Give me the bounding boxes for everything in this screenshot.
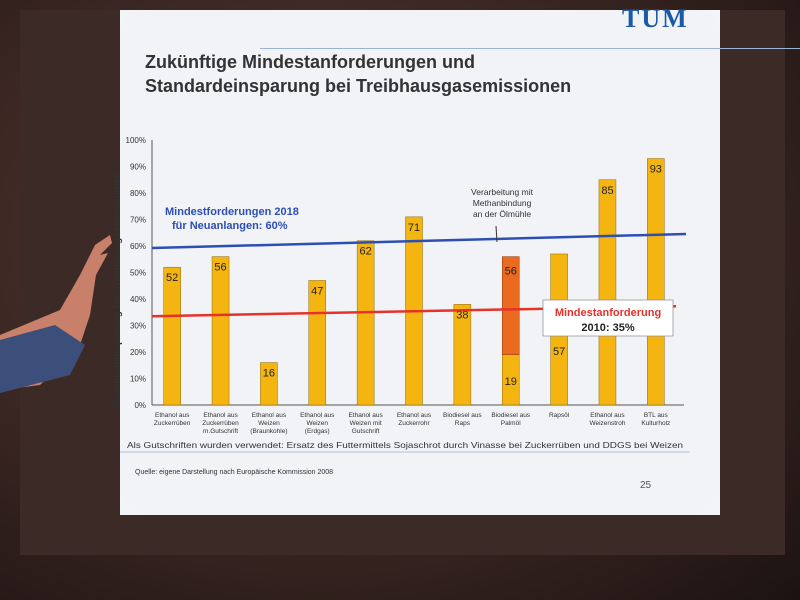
title-divider — [260, 48, 800, 49]
y-tick-label: 10% — [130, 375, 146, 384]
bar-value-label: 57 — [553, 346, 565, 358]
category-label: BTL aus — [644, 412, 669, 419]
bar-value-label: 85 — [601, 185, 613, 197]
source-note: Quelle: eigene Darstellung nach Europäis… — [135, 469, 333, 476]
category-label: Rapsöl — [549, 412, 570, 419]
footnote: Als Gutschriften wurden verwendet: Ersat… — [127, 440, 683, 450]
category-label: Weizen — [258, 420, 280, 427]
bar-value-label: 62 — [360, 246, 372, 258]
category-label: Weizen mit — [350, 420, 382, 427]
y-tick-label: 70% — [130, 216, 146, 225]
reference-box-2010 — [542, 299, 674, 337]
category-label: Ethanol aus — [155, 412, 190, 419]
y-tick-label: 40% — [130, 295, 146, 304]
reference-label-2018: Mindestforderungen 2018 — [165, 206, 299, 218]
y-tick-label: 20% — [130, 348, 146, 357]
reference-line-2018 — [151, 232, 687, 250]
category-label: Zuckerrüben — [202, 420, 239, 427]
annotation-text: Verarbeitung mit — [471, 187, 534, 197]
category-label: m.Gutschrift — [203, 428, 238, 435]
slide-title: Zukünftige Mindestanforderungen und Stan… — [145, 50, 625, 98]
bar — [211, 256, 230, 406]
y-tick-label: 30% — [130, 322, 146, 331]
category-label: Raps — [455, 420, 471, 427]
tum-logo: TUM — [622, 4, 689, 33]
title-line-1: Zukünftige Mindestanforderungen und — [145, 52, 475, 72]
bar-extra — [501, 256, 520, 355]
category-label: Gutschrift — [352, 428, 380, 435]
y-axis-label: Standardeinsparung bei Treibhausgasemiss… — [112, 172, 123, 409]
bar-value-label: 52 — [166, 272, 178, 284]
y-tick-label: 60% — [130, 242, 146, 251]
category-label: (Braunkohle) — [250, 428, 287, 435]
y-tick-label: 0% — [134, 401, 146, 410]
category-label: Ethanol aus — [590, 412, 625, 419]
category-label: Zuckerrüben — [154, 420, 191, 427]
category-label: Biodiesel aus — [443, 412, 482, 419]
reference-label-2010-line2: 2010: 35% — [581, 322, 634, 334]
category-label: Ethanol aus — [348, 412, 383, 419]
bar-value-label: 38 — [456, 309, 468, 321]
reference-label-2018-line2: für Neuanlangen: 60% — [172, 220, 288, 232]
category-label: (Erdgas) — [305, 428, 330, 435]
y-tick-label: 90% — [130, 163, 146, 172]
annotation-text: Methanbindung — [473, 198, 532, 208]
bar — [260, 362, 278, 406]
annotation-arrow — [495, 225, 498, 243]
category-label: Zuckerrohr — [398, 420, 430, 427]
category-label: Weizenstroh — [589, 420, 625, 427]
bar — [453, 304, 472, 406]
category-label: Palmöl — [501, 420, 521, 427]
reference-label-2010: Mindestanforderung — [555, 307, 661, 319]
y-tick-label: 100% — [126, 136, 146, 145]
y-tick-label: 80% — [130, 189, 146, 198]
bar-extra-label: 56 — [505, 266, 517, 278]
page-number: 25 — [640, 480, 652, 491]
bar-value-label: 47 — [311, 285, 323, 297]
category-label: Weizen — [306, 420, 328, 427]
category-label: Ethanol aus — [397, 412, 432, 419]
bar-value-label: 71 — [408, 222, 420, 234]
category-label: Ethanol aus — [300, 412, 335, 419]
bar — [598, 179, 617, 406]
category-label: Biodiesel aus — [491, 412, 530, 419]
category-label: Kulturholz — [641, 420, 670, 427]
annotation-text: an der Ölmühle — [473, 209, 531, 219]
bar — [356, 240, 375, 406]
bar-value-label: 56 — [214, 262, 226, 274]
bar-value-label: 93 — [650, 164, 662, 176]
category-label: Ethanol aus — [252, 412, 287, 419]
bar — [308, 280, 327, 406]
bar — [163, 266, 181, 406]
bar-value-label: 16 — [263, 368, 275, 380]
category-label: Ethanol aus — [203, 412, 238, 419]
bar-value-label: 19 — [505, 376, 517, 388]
bar — [647, 158, 665, 406]
y-tick-label: 50% — [130, 269, 146, 278]
title-line-2: Standardeinsparung bei Treibhausgasemiss… — [145, 76, 572, 96]
